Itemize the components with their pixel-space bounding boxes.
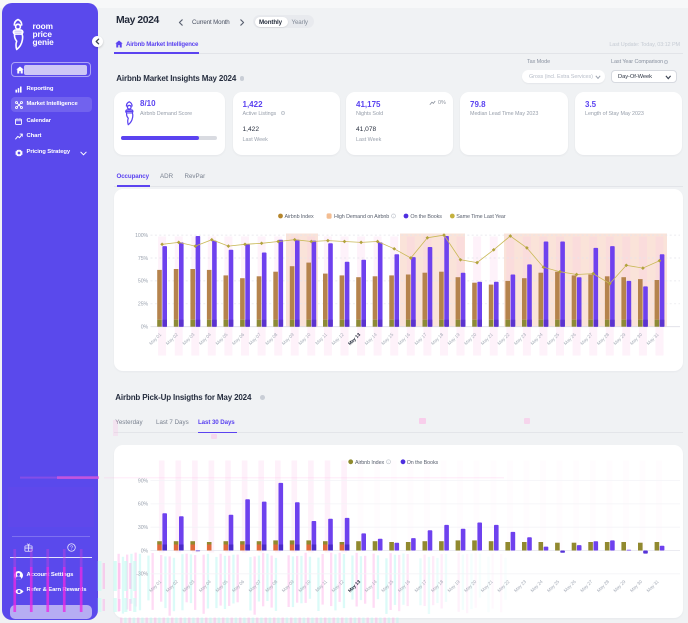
svg-text:High Demand on Airbnb: High Demand on Airbnb [334,214,389,220]
svg-text:-30%: -30% [136,571,148,577]
svg-text:50%: 50% [138,278,149,284]
svg-text:May 26: May 26 [563,578,577,592]
svg-text:May 22: May 22 [497,578,511,592]
svg-text:May 28: May 28 [596,578,610,592]
svg-text:i: i [388,460,389,464]
svg-text:May 29: May 29 [613,578,627,592]
svg-text:Airbnb Index: Airbnb Index [355,459,384,465]
svg-text:?: ? [70,545,73,551]
svg-text:May 24: May 24 [530,578,544,592]
svg-text:May 03: May 03 [182,578,196,592]
svg-text:On the Books: On the Books [407,459,439,465]
svg-text:May 02: May 02 [165,578,179,592]
svg-text:May 04: May 04 [198,578,212,592]
svg-text:100%: 100% [135,232,148,238]
svg-text:90%: 90% [138,478,149,484]
svg-text:Same Time Last Year: Same Time Last Year [456,214,506,220]
svg-text:i: i [393,214,394,218]
svg-text:0%: 0% [141,548,149,554]
svg-text:May 31: May 31 [646,578,660,592]
svg-text:60%: 60% [138,501,149,507]
svg-text:May 11: May 11 [314,578,328,592]
svg-text:30%: 30% [138,525,149,531]
svg-text:May 13: May 13 [347,578,362,593]
svg-text:May 27: May 27 [579,578,593,592]
svg-text:Airbnb Index: Airbnb Index [285,214,314,220]
svg-text:0%: 0% [141,324,149,330]
svg-text:25%: 25% [138,301,149,307]
svg-text:May 30: May 30 [629,578,643,592]
svg-text:75%: 75% [138,255,149,261]
svg-text:May 23: May 23 [513,578,527,592]
svg-text:On the Books: On the Books [410,214,442,220]
svg-text:May 25: May 25 [546,578,560,592]
